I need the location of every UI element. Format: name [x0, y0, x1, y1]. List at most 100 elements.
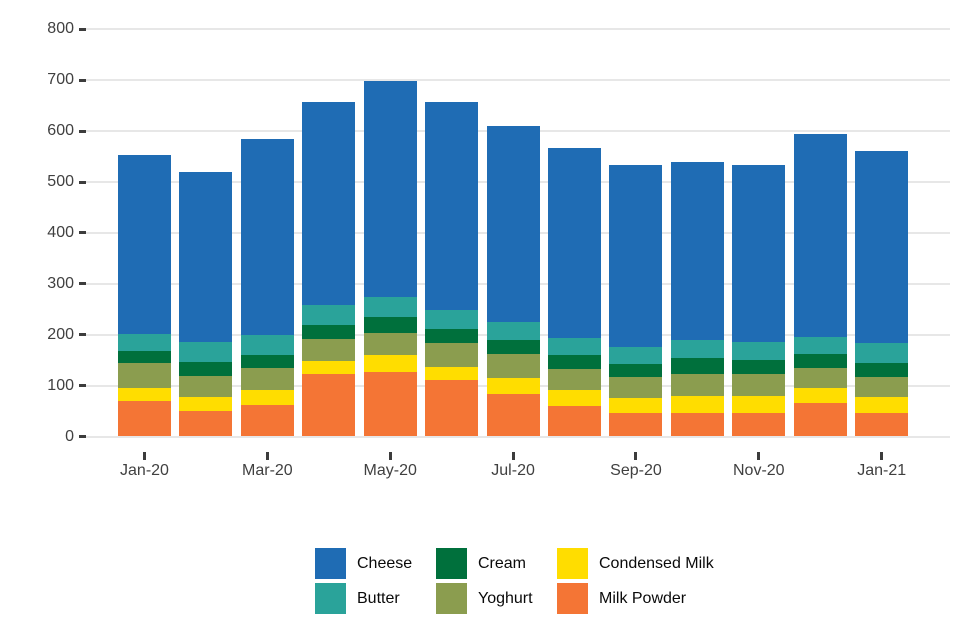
gridline-800 [86, 28, 950, 31]
bar-segment-butter-jan-20 [118, 333, 171, 352]
bar-segment-milk-powder-jan-20 [118, 400, 171, 437]
bar-segment-cream-jan-20 [118, 351, 171, 364]
y-tick-label-100: 100 [47, 376, 74, 394]
legend-label-cheese: Cheese [357, 554, 413, 572]
y-tick-0 [79, 435, 86, 438]
bar-segment-cream-jun-20 [425, 328, 479, 343]
bar-segment-condensed-milk-jan-20 [118, 387, 171, 401]
bar-segment-milk-powder-feb-20 [179, 410, 233, 437]
bar-segment-milk-powder-may-20 [363, 371, 417, 437]
bar-segment-yoghurt-sep-20 [609, 376, 663, 399]
bar-segment-yoghurt-mar-20 [240, 367, 294, 391]
bar-segment-cheese-sep-20 [609, 165, 663, 348]
bar-segment-condensed-milk-jun-20 [425, 366, 479, 380]
bar-segment-cream-nov-20 [732, 360, 786, 374]
bar-segment-yoghurt-dec-20 [793, 367, 847, 388]
bar-segment-butter-nov-20 [732, 341, 786, 361]
bar-segment-butter-jan-21 [855, 343, 909, 363]
bar-segment-butter-jun-20 [425, 309, 479, 329]
x-tick-label-mar-20: Mar-20 [242, 462, 293, 479]
bar-segment-butter-apr-20 [302, 304, 356, 325]
bar-segment-cream-apr-20 [302, 324, 356, 340]
y-tick-200 [79, 333, 86, 337]
bar-segment-milk-powder-sep-20 [609, 413, 663, 437]
bar-segment-condensed-milk-jan-21 [855, 397, 909, 413]
bar-segment-cream-jul-20 [486, 339, 540, 354]
legend-label-butter: Butter [357, 589, 400, 607]
bar-segment-condensed-milk-mar-20 [240, 390, 294, 405]
y-tick-600 [79, 129, 86, 133]
bar-segment-cheese-jan-21 [855, 150, 909, 344]
x-tick-label-jul-20: Jul-20 [491, 462, 535, 479]
x-tick-may-20 [388, 452, 392, 460]
bar-segment-cheese-aug-20 [548, 147, 601, 339]
legend-swatch-yoghurt [436, 583, 467, 614]
y-tick-500 [79, 180, 86, 184]
bar-segment-butter-feb-20 [179, 341, 233, 362]
x-tick-label-nov-20: Nov-20 [733, 462, 785, 479]
bar-segment-milk-powder-jun-20 [425, 380, 479, 437]
bar-segment-milk-powder-oct-20 [670, 412, 724, 437]
x-tick-jul-20 [511, 452, 515, 460]
x-tick-jan-20 [143, 452, 146, 460]
bar-segment-cheese-nov-20 [732, 165, 786, 342]
bar-segment-butter-mar-20 [240, 335, 294, 355]
x-tick-label-may-20: May-20 [363, 462, 417, 479]
legend-label-condensed-milk: Condensed Milk [599, 554, 714, 572]
y-tick-100 [79, 384, 86, 388]
legend-swatch-cream [436, 548, 467, 579]
y-tick-800 [79, 27, 86, 31]
x-tick-nov-20 [757, 452, 761, 460]
legend-label-yoghurt: Yoghurt [478, 589, 533, 607]
x-tick-sep-20 [634, 452, 638, 460]
bar-segment-cream-feb-20 [179, 361, 233, 377]
y-tick-label-600: 600 [47, 122, 74, 140]
bar-segment-yoghurt-nov-20 [732, 373, 786, 396]
bar-segment-yoghurt-jan-20 [118, 363, 171, 388]
gridline-0 [86, 435, 950, 438]
bar-segment-milk-powder-jan-21 [855, 412, 909, 437]
bar-segment-butter-sep-20 [609, 347, 663, 365]
bar-segment-condensed-milk-oct-20 [670, 395, 724, 413]
bar-segment-condensed-milk-dec-20 [793, 387, 847, 404]
legend-label-cream: Cream [478, 554, 527, 572]
bar-segment-condensed-milk-nov-20 [732, 395, 786, 413]
bar-segment-milk-powder-dec-20 [793, 403, 847, 437]
legend-swatch-cheese [315, 548, 346, 579]
bar-segment-cream-jan-21 [855, 362, 909, 378]
bar-segment-cheese-mar-20 [240, 139, 294, 336]
bar-segment-milk-powder-apr-20 [302, 374, 356, 437]
legend-swatch-condensed-milk [557, 548, 588, 579]
bar-segment-condensed-milk-may-20 [363, 355, 417, 372]
bar-segment-cream-aug-20 [548, 355, 601, 369]
bar-segment-cream-mar-20 [240, 354, 294, 368]
bar-segment-condensed-milk-jul-20 [486, 377, 540, 394]
bar-segment-cream-sep-20 [609, 364, 663, 377]
bar-segment-cream-dec-20 [793, 353, 847, 368]
legend-swatch-butter [315, 583, 346, 614]
bar-segment-condensed-milk-feb-20 [179, 397, 233, 411]
bar-segment-butter-may-20 [363, 297, 417, 318]
bar-segment-cheese-may-20 [363, 80, 417, 298]
legend-swatch-milk-powder [557, 583, 588, 614]
bar-segment-cheese-jul-20 [486, 126, 540, 323]
bar-segment-cheese-oct-20 [670, 161, 724, 340]
y-tick-label-400: 400 [47, 223, 74, 241]
bar-segment-butter-dec-20 [793, 336, 847, 354]
bar-segment-milk-powder-nov-20 [732, 412, 786, 437]
bar-segment-butter-aug-20 [548, 338, 601, 356]
bar-segment-cheese-jan-20 [118, 154, 171, 334]
y-tick-label-700: 700 [47, 71, 74, 89]
bar-segment-cheese-jun-20 [425, 101, 479, 310]
y-tick-label-0: 0 [65, 427, 74, 445]
bar-segment-cheese-feb-20 [179, 171, 233, 342]
y-tick-300 [79, 282, 86, 286]
bar-segment-milk-powder-aug-20 [548, 406, 601, 437]
bar-segment-cheese-apr-20 [302, 101, 356, 305]
bar-segment-condensed-milk-aug-20 [548, 389, 601, 407]
bar-segment-butter-oct-20 [670, 339, 724, 359]
y-tick-label-300: 300 [47, 274, 74, 292]
bar-segment-butter-jul-20 [486, 322, 540, 340]
x-tick-label-jan-21: Jan-21 [857, 462, 907, 479]
